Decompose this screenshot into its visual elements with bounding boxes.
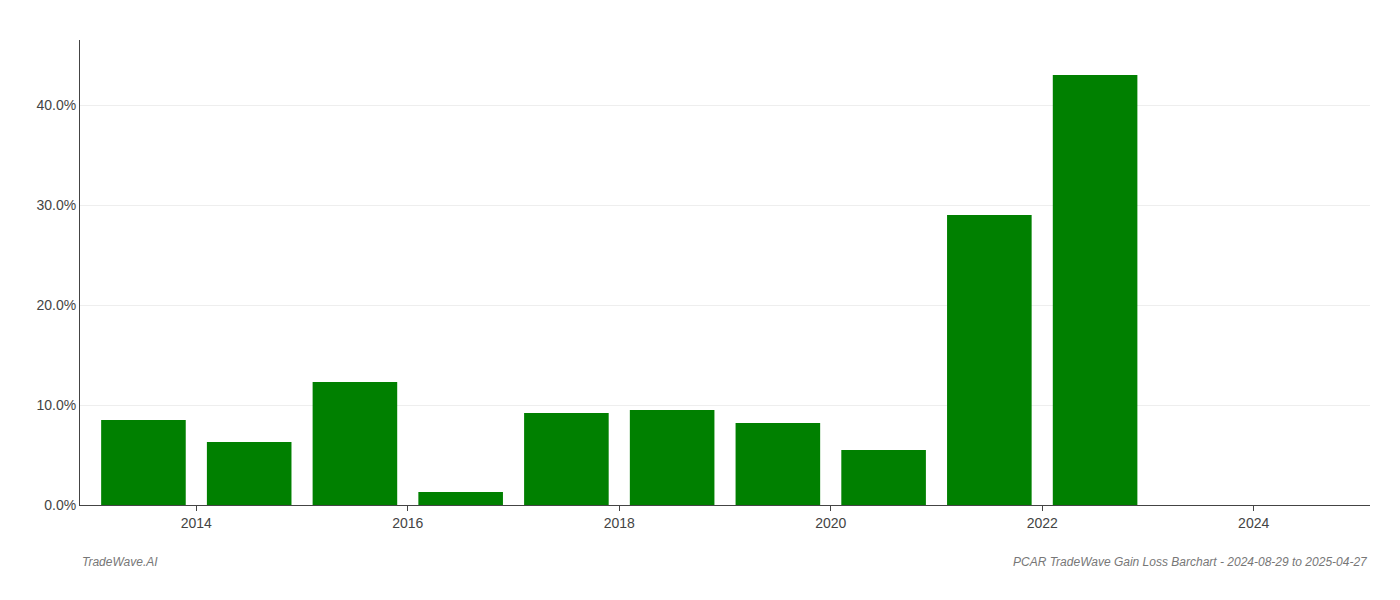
svg-text:20.0%: 20.0% bbox=[36, 297, 76, 313]
svg-text:2018: 2018 bbox=[604, 515, 635, 531]
svg-text:30.0%: 30.0% bbox=[36, 197, 76, 213]
svg-text:2014: 2014 bbox=[181, 515, 212, 531]
svg-text:10.0%: 10.0% bbox=[36, 397, 76, 413]
svg-text:0.0%: 0.0% bbox=[44, 497, 76, 513]
svg-text:2024: 2024 bbox=[1238, 515, 1269, 531]
svg-text:TradeWave.AI: TradeWave.AI bbox=[82, 555, 158, 569]
svg-text:PCAR TradeWave Gain Loss Barch: PCAR TradeWave Gain Loss Barchart - 2024… bbox=[1013, 555, 1368, 569]
svg-text:2016: 2016 bbox=[392, 515, 423, 531]
svg-text:40.0%: 40.0% bbox=[36, 97, 76, 113]
svg-text:2020: 2020 bbox=[815, 515, 846, 531]
svg-text:2022: 2022 bbox=[1027, 515, 1058, 531]
